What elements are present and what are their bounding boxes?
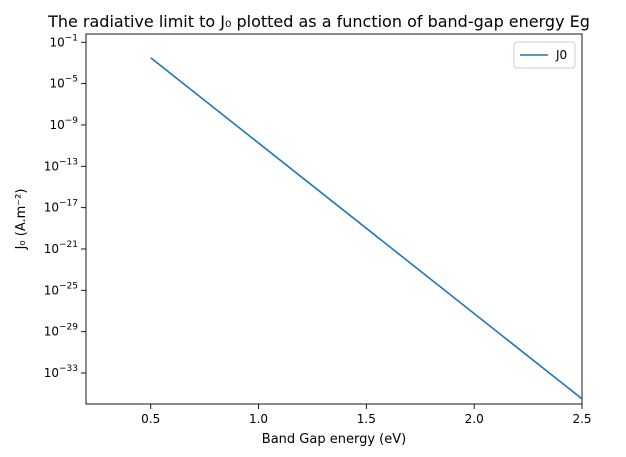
x-tick-label: 2.5 xyxy=(572,412,591,426)
x-tick-label: 1.0 xyxy=(249,412,268,426)
y-tick-label: 10−21 xyxy=(44,240,78,256)
y-tick-label: 10−17 xyxy=(44,199,78,215)
x-tick-label: 0.5 xyxy=(141,412,160,426)
y-axis: 10−1 10−5 10−9 10−13 10−17 10−21 10−25 10−29 10−… xyxy=(44,33,86,380)
y-axis-label: J₀ (A.m⁻²) xyxy=(14,189,29,251)
x-tick-label: 1.5 xyxy=(357,412,376,426)
plot-clip-group xyxy=(150,57,582,400)
y-tick-label: 10−1 xyxy=(49,33,78,49)
y-tick-label: 10−9 xyxy=(49,116,78,132)
x-axis: 0.5 1.0 1.5 2.0 2.5 xyxy=(141,404,592,426)
y-tick-label: 10−25 xyxy=(44,281,78,297)
y-tick-label: 10−29 xyxy=(44,323,79,339)
x-axis-label: Band Gap energy (eV) xyxy=(262,432,406,447)
x-tick-label: 2.0 xyxy=(465,412,484,426)
plot-area xyxy=(85,33,583,405)
legend-label-j0: J0 xyxy=(555,48,567,62)
y-tick-label: 10−5 xyxy=(49,75,78,91)
series-line-j0 xyxy=(150,57,582,400)
chart-title: The radiative limit to J₀ plotted as a f… xyxy=(47,12,590,31)
y-tick-label: 10−33 xyxy=(44,364,78,380)
legend: J0 xyxy=(513,41,576,69)
y-tick-label: 10−13 xyxy=(44,157,78,173)
